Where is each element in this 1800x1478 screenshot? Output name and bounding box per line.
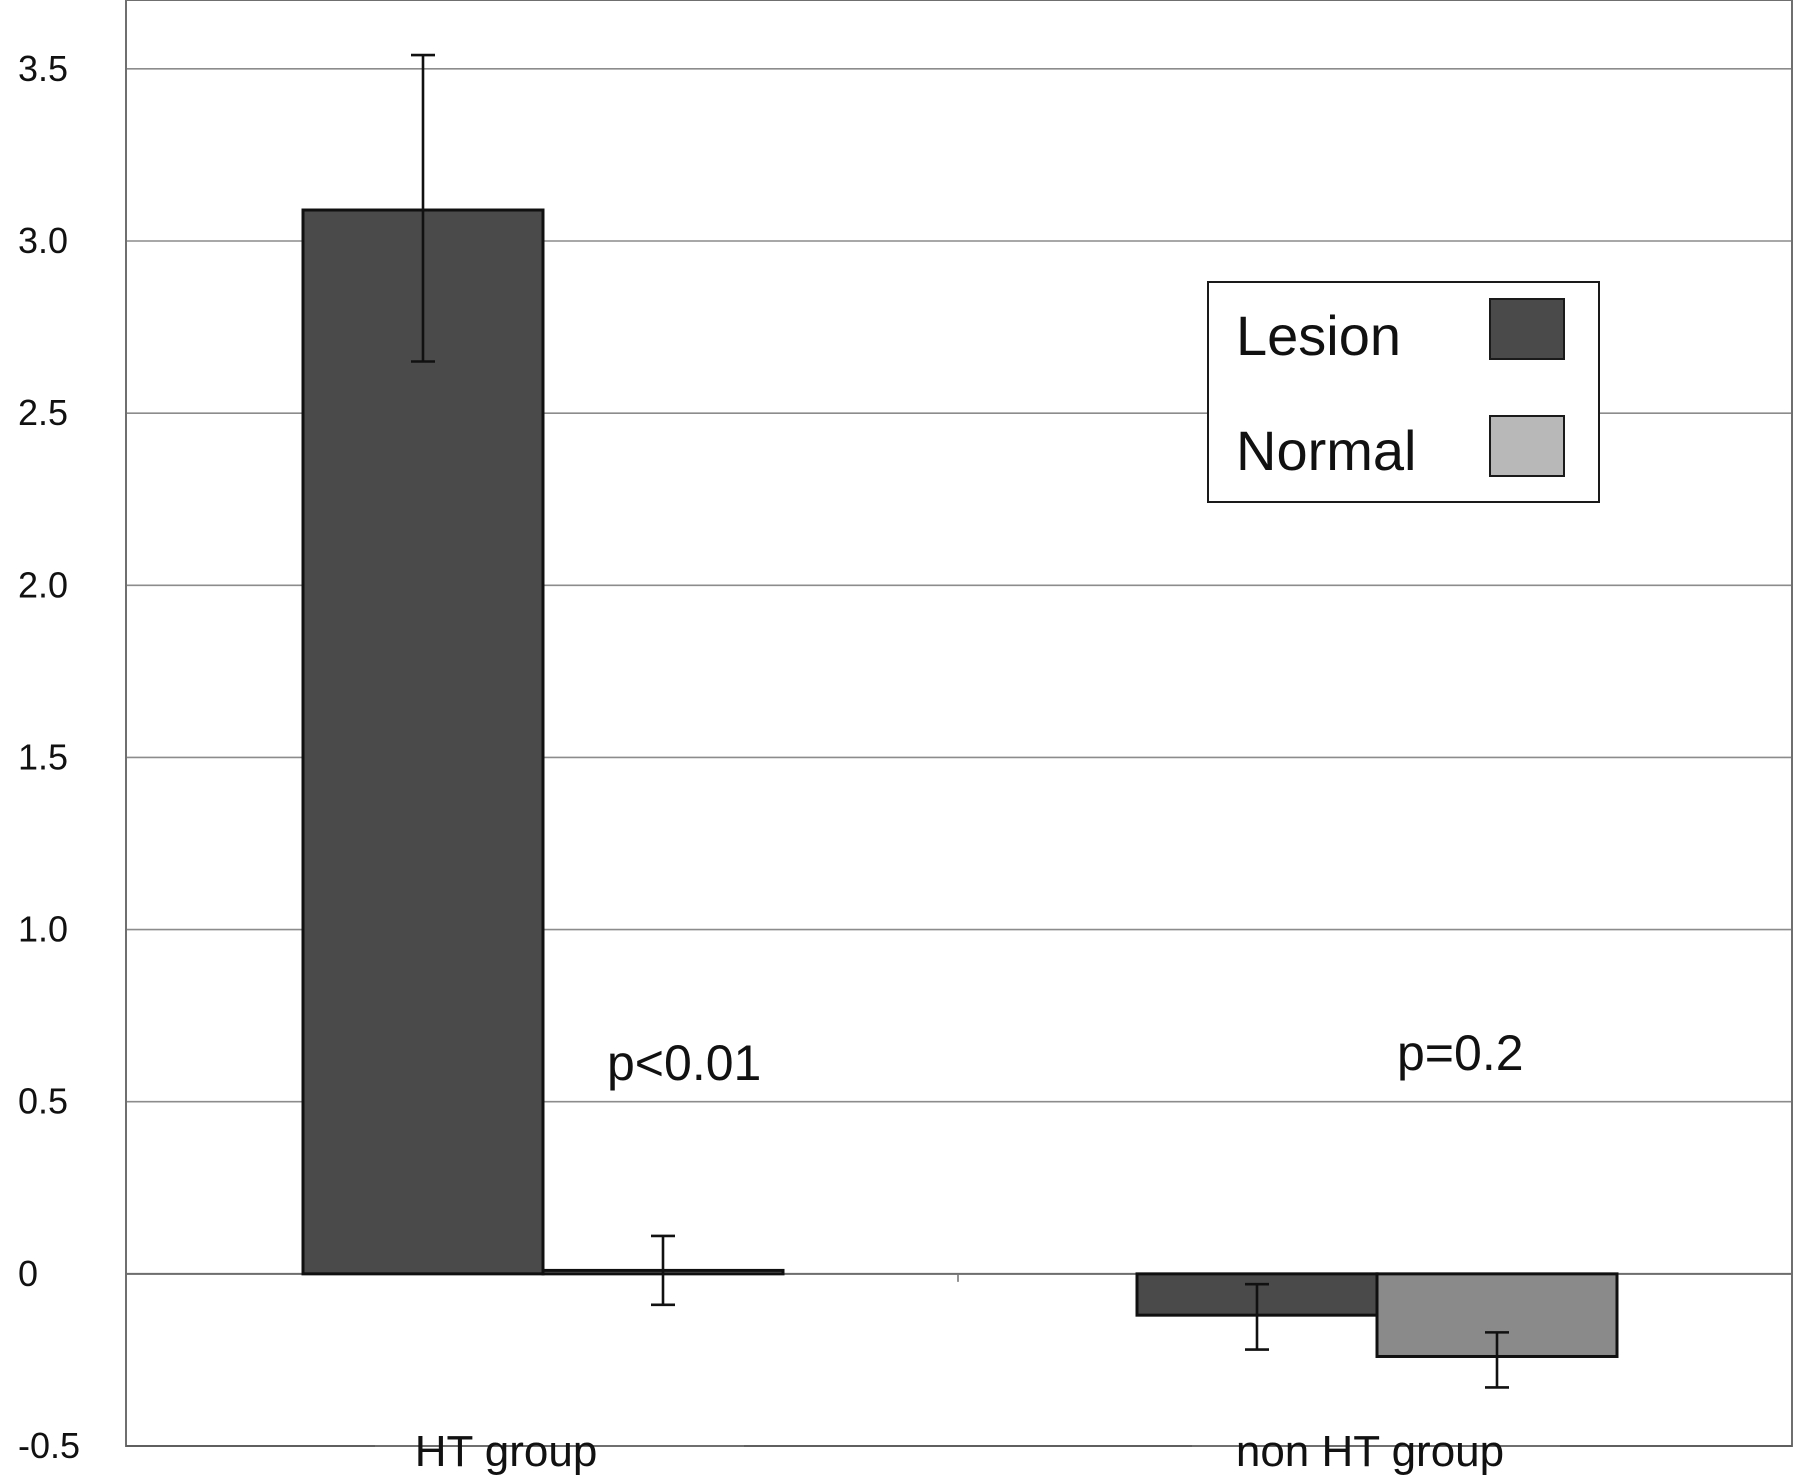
labels: -0.5 0 0.5 1.0 1.5 2.0 2.5 3.0 3.5 HT group non HT… — [18, 48, 1524, 1476]
y-tick-label: 1.0 — [18, 909, 68, 950]
x-category-label: non HT group — [1236, 1427, 1504, 1476]
y-tick-label: -0.5 — [18, 1425, 80, 1466]
x-category-label: HT group — [415, 1427, 598, 1476]
y-tick-label: 3.0 — [18, 220, 68, 261]
y-tick-label: 2.0 — [18, 564, 68, 605]
y-tick-label: 3.5 — [18, 48, 68, 89]
y-tick-label: 1.5 — [18, 736, 68, 777]
p-value-annotation: p=0.2 — [1397, 1025, 1524, 1081]
legend: Lesion Normal — [1207, 281, 1600, 503]
legend-swatch-normal — [1489, 415, 1565, 477]
legend-label-normal: Normal — [1236, 419, 1416, 482]
legend-swatch-lesion — [1489, 298, 1565, 360]
y-tick-label: 0 — [18, 1253, 38, 1294]
legend-label-lesion: Lesion — [1236, 304, 1401, 367]
p-value-annotation: p<0.01 — [607, 1035, 761, 1091]
error-bars — [411, 53, 1509, 1389]
y-tick-label: 2.5 — [18, 392, 68, 433]
y-tick-label: 0.5 — [18, 1081, 68, 1122]
bar-lesion-0 — [301, 208, 545, 1276]
